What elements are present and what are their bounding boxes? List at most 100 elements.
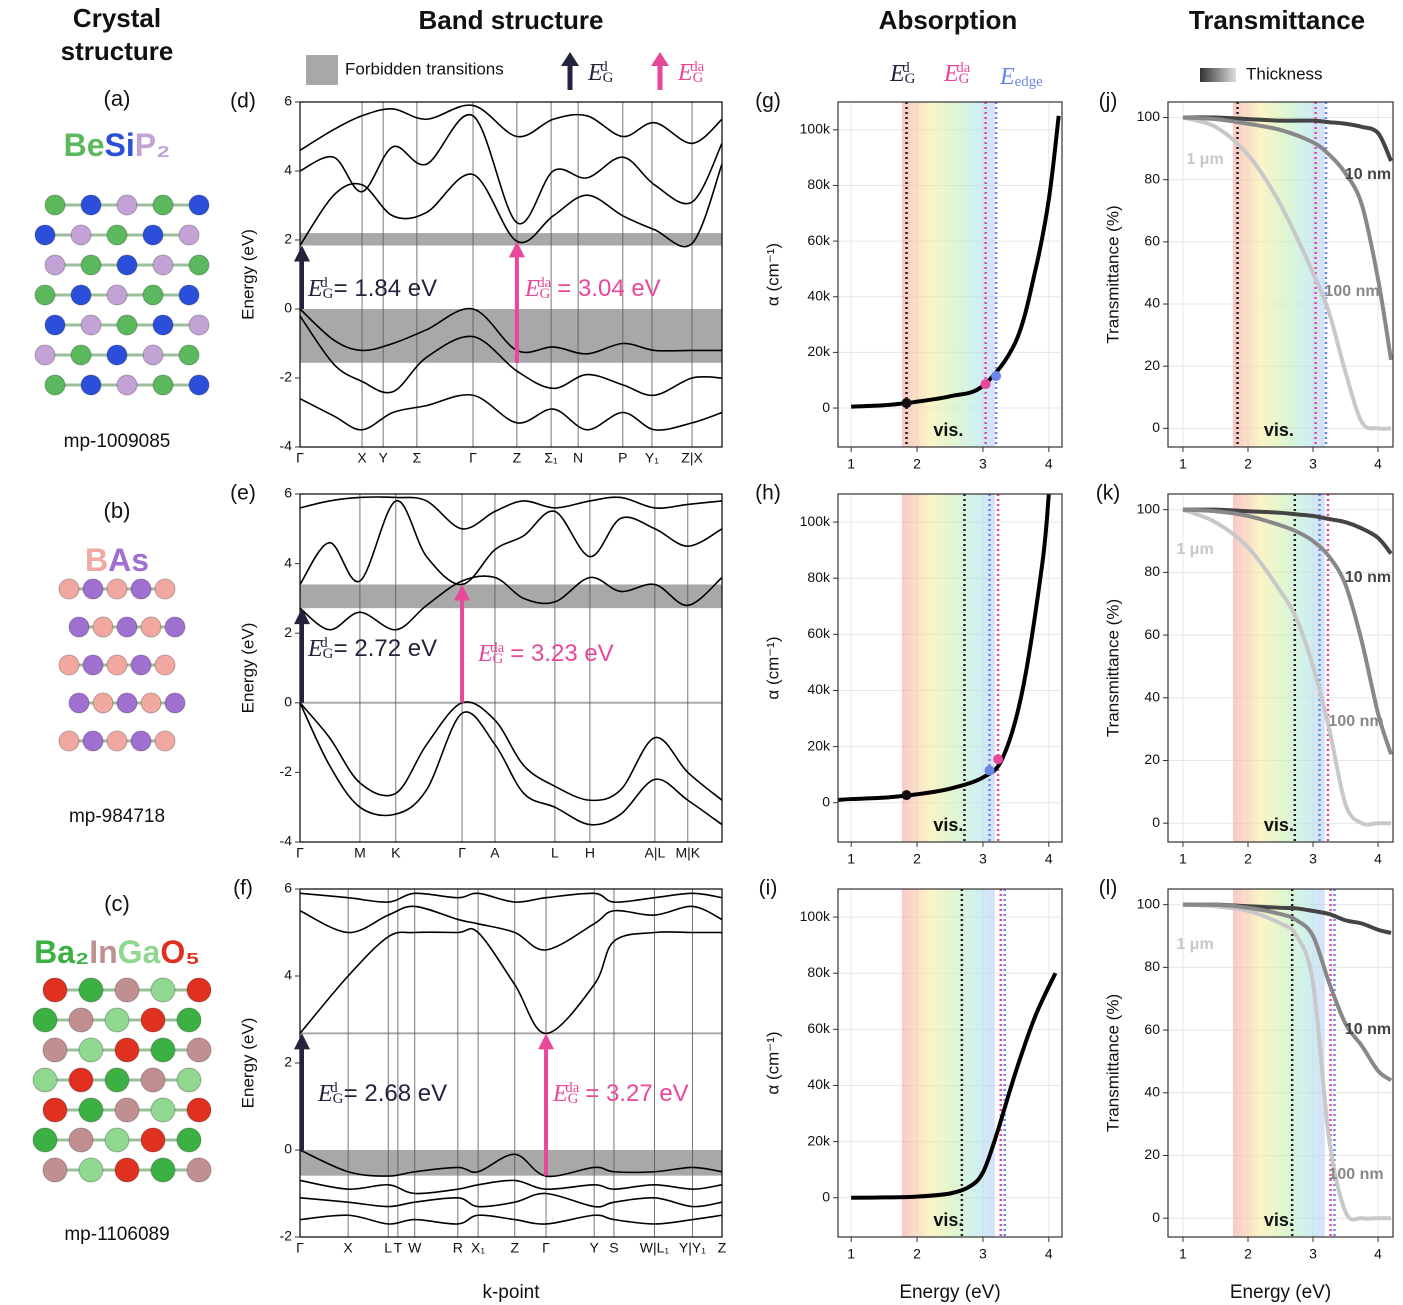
symbol-label: EGda= 3.27 eV xyxy=(552,1080,689,1108)
k-point-label: Z|X xyxy=(681,450,703,466)
band-line xyxy=(300,115,722,224)
y-axis-label: Transmittance (%) xyxy=(1103,205,1122,343)
atom xyxy=(33,1068,57,1092)
y-axis-label: Energy (eV) xyxy=(238,623,257,714)
atom xyxy=(153,195,173,215)
series-label: 1 μm xyxy=(1186,151,1223,168)
atom xyxy=(45,375,65,395)
y-tick-label: 0 xyxy=(1152,814,1160,830)
k-point-label: L xyxy=(551,845,559,861)
gap-value: = 2.72 eV xyxy=(334,635,437,662)
symbol-sup: d xyxy=(902,60,910,76)
band-line xyxy=(300,1193,722,1206)
atom xyxy=(189,255,209,275)
panel-label: (b) xyxy=(104,498,131,523)
y-tick-label: 2 xyxy=(284,624,292,640)
k-point-label: K xyxy=(391,845,401,861)
k-point-label: R xyxy=(453,1240,463,1256)
y-tick-label: -4 xyxy=(280,833,293,849)
atom xyxy=(153,255,173,275)
atom xyxy=(189,195,209,215)
atom xyxy=(141,1008,165,1032)
y-tick-label: 4 xyxy=(284,162,292,178)
y-tick-label: 20 xyxy=(1144,1146,1160,1162)
y-tick-label: 0 xyxy=(1152,1209,1160,1225)
panel-label: (e) xyxy=(230,482,256,505)
atom xyxy=(189,375,209,395)
y-tick-label: 80k xyxy=(807,176,831,192)
x-tick-label: 2 xyxy=(913,456,921,472)
y-tick-label: 20 xyxy=(1144,751,1160,767)
atom xyxy=(117,617,137,637)
y-tick-label: 80 xyxy=(1144,563,1160,579)
legend-swatch xyxy=(1200,68,1236,82)
atom xyxy=(115,1098,139,1122)
atom xyxy=(107,731,127,751)
atom xyxy=(93,617,113,637)
y-tick-label: 6 xyxy=(284,93,292,109)
atom xyxy=(71,285,91,305)
atom xyxy=(105,1068,129,1092)
x-tick-label: 3 xyxy=(979,456,987,472)
atom xyxy=(141,693,161,713)
atom xyxy=(35,345,55,365)
atom xyxy=(155,655,175,675)
k-point-label: Y xyxy=(378,450,388,466)
k-point-label: A|L xyxy=(645,845,666,861)
crystal-structure xyxy=(33,978,211,1182)
edge-marker xyxy=(981,379,991,389)
series-label: 10 nm xyxy=(1345,569,1391,586)
k-point-label: S xyxy=(609,1240,618,1256)
atom xyxy=(153,315,173,335)
band-line xyxy=(300,702,722,800)
atom xyxy=(35,285,55,305)
k-point-label: Σ₁ xyxy=(544,450,558,466)
y-tick-label: 0 xyxy=(284,300,292,316)
x-tick-label: 1 xyxy=(847,456,855,472)
header: Absorption xyxy=(879,5,1018,35)
visible-label: vis. xyxy=(1264,420,1294,440)
atom xyxy=(155,731,175,751)
atom xyxy=(45,315,65,335)
k-point-label: Γ xyxy=(469,450,477,466)
k-point-label: Y₁ xyxy=(645,450,659,466)
formula-part: As xyxy=(108,542,149,578)
x-tick-label: 4 xyxy=(1045,456,1053,472)
series-label: 100 nm xyxy=(1328,1166,1383,1183)
gap-value: = 2.68 eV xyxy=(344,1080,447,1107)
x-tick-label: 2 xyxy=(1244,851,1252,867)
formula-part: P₂ xyxy=(135,127,171,163)
material-id: mp-984718 xyxy=(69,806,165,827)
y-tick-label: 40k xyxy=(807,287,831,303)
atom xyxy=(43,1038,67,1062)
atom xyxy=(71,345,91,365)
gap-arrow-head xyxy=(294,246,310,262)
crystal-structure xyxy=(35,195,209,395)
atom xyxy=(115,978,139,1002)
y-tick-label: 4 xyxy=(284,554,292,570)
panel-label: (j) xyxy=(1099,90,1118,113)
k-point-label: Z xyxy=(511,1240,520,1256)
page: Band structure, absorption and transmitt… xyxy=(0,0,1403,1305)
band-line xyxy=(300,105,722,150)
k-point-label: Z xyxy=(718,1240,727,1256)
legend-arrow-head xyxy=(561,52,579,66)
atom xyxy=(43,1158,67,1182)
formula-part: Be xyxy=(64,127,105,163)
atom xyxy=(69,617,89,637)
k-point-label: H xyxy=(585,845,595,861)
symbol-label: EGd= 2.72 eV xyxy=(307,635,437,663)
y-axis-label: Energy (eV) xyxy=(238,229,257,320)
symbol-label: EGda= 3.04 eV xyxy=(524,275,661,303)
k-point-label: T xyxy=(394,1240,403,1256)
atom xyxy=(83,655,103,675)
atom xyxy=(59,731,79,751)
atom xyxy=(117,195,137,215)
atom xyxy=(69,1068,93,1092)
visible-label: vis. xyxy=(933,420,963,440)
atom xyxy=(83,731,103,751)
series-label: 1 μm xyxy=(1176,541,1213,558)
x-tick-label: 4 xyxy=(1374,851,1382,867)
atom xyxy=(93,693,113,713)
gap-arrow-head xyxy=(538,1033,554,1049)
